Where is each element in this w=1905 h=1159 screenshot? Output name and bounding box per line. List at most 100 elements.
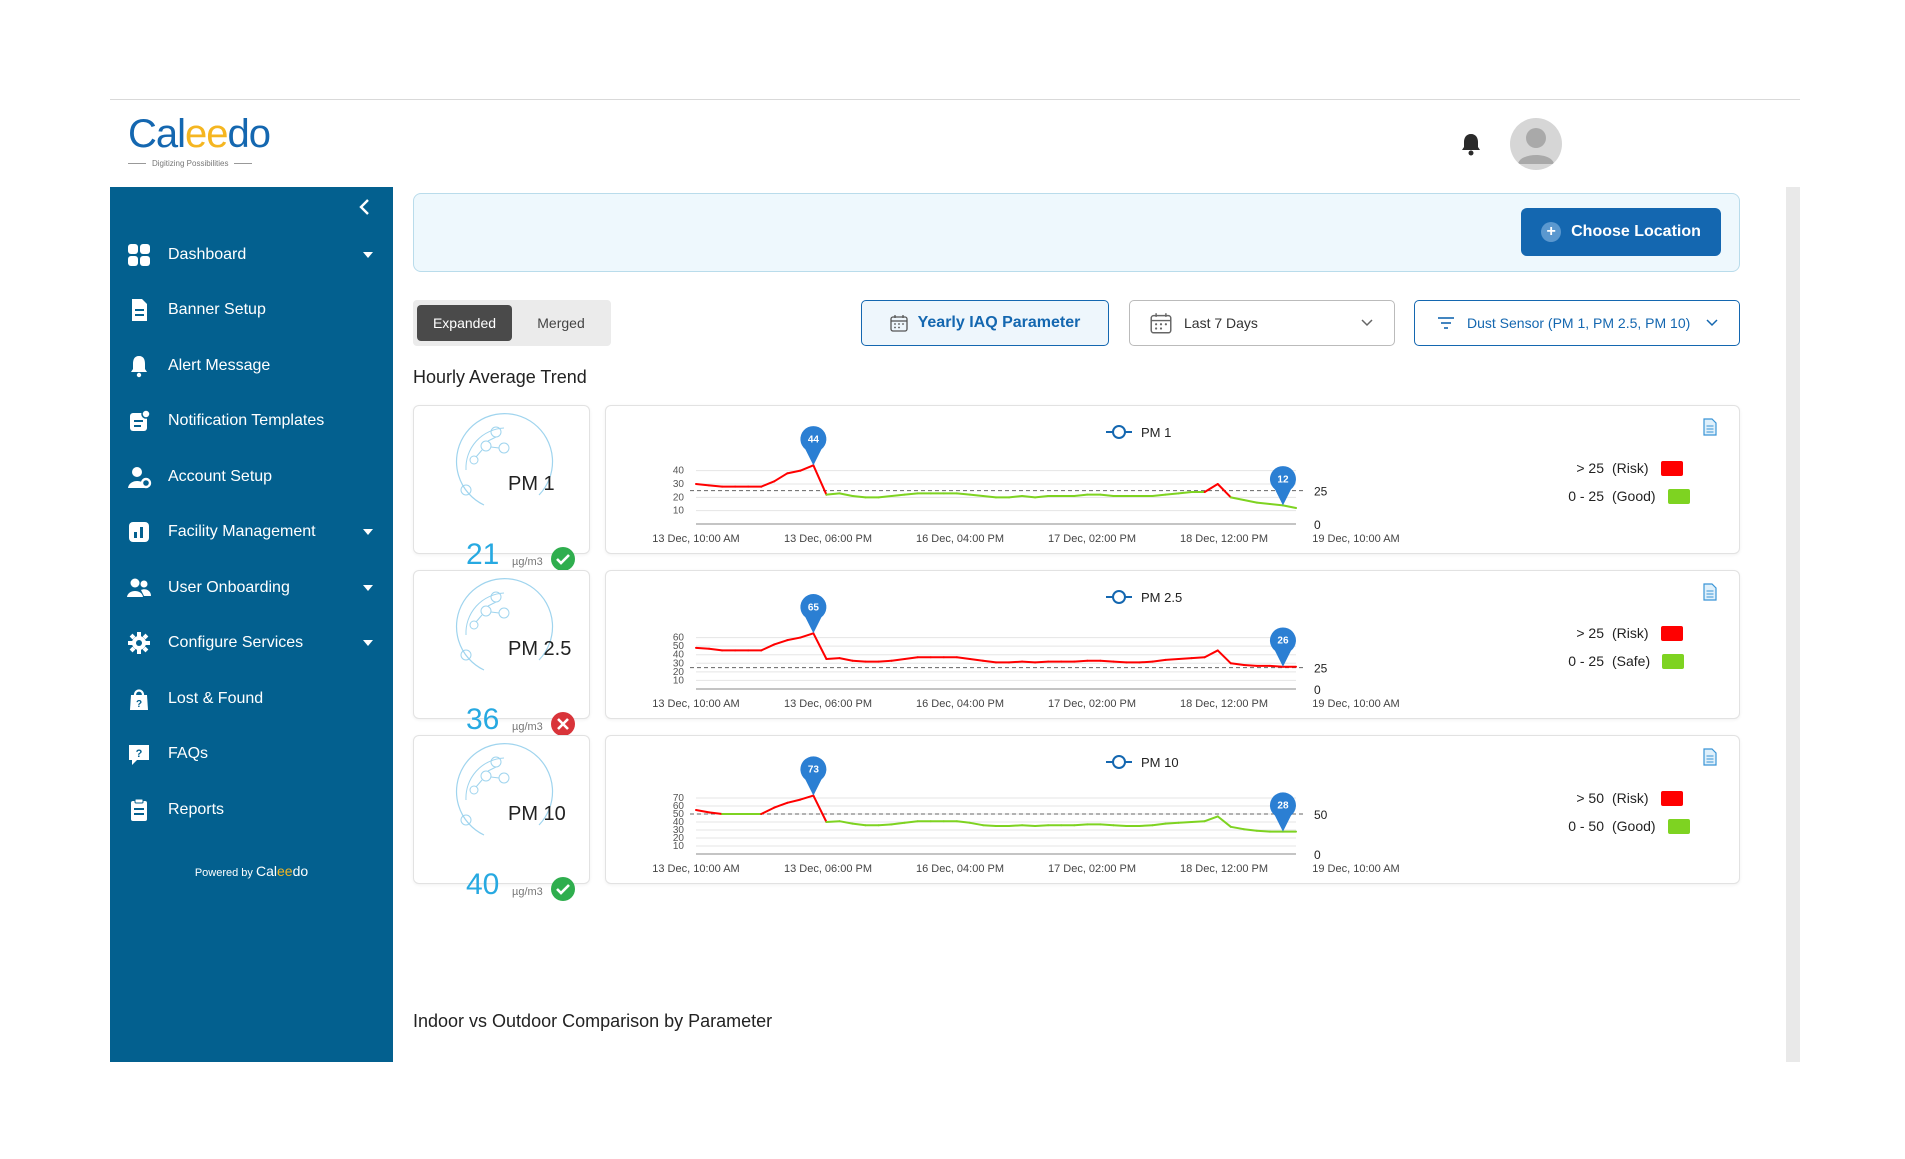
series-segment <box>812 632 828 660</box>
sidebar-item-label: FAQs <box>168 745 209 763</box>
sidebar-item-notification-templates[interactable]: Notification Templates <box>110 394 393 450</box>
x-tick-label: 19 Dec, 10:00 AM <box>1312 533 1399 545</box>
sidebar-nav: Dashboard Banner Setup Alert Message Notifi… <box>110 227 393 838</box>
sidebar-item-label: Banner Setup <box>168 301 266 319</box>
series-segment <box>825 492 841 496</box>
top-divider <box>110 99 1800 100</box>
threshold-axis-label: 50 <box>1314 808 1328 822</box>
gauge-card-pm-1[interactable]: PM 1 21 µg/m3 <box>413 405 590 571</box>
collapse-sidebar-chevron-icon[interactable] <box>355 197 375 217</box>
sidebar-item-configure-services[interactable]: Configure Services <box>110 616 393 672</box>
series-segment <box>1268 503 1284 507</box>
yearly-iaq-parameter-button[interactable]: Yearly IAQ Parameter <box>861 300 1109 346</box>
annotation-pin-marker <box>800 756 827 796</box>
y-tick-label: 70 <box>673 793 685 804</box>
grid-icon <box>126 242 152 268</box>
series-segment <box>1034 824 1050 827</box>
series-segment <box>1034 660 1050 664</box>
gauge-unit: µg/m3 <box>512 556 543 568</box>
export-document-icon[interactable] <box>1703 748 1717 766</box>
gauge-value: 40 <box>466 868 500 901</box>
y-tick-label: 30 <box>673 825 685 836</box>
x-tick-label: 13 Dec, 06:00 PM <box>784 533 872 545</box>
x-tick-label: 13 Dec, 06:00 PM <box>784 698 872 710</box>
x-tick-label: 17 Dec, 02:00 PM <box>1048 863 1136 875</box>
document-icon <box>126 297 152 323</box>
export-document-icon[interactable] <box>1703 418 1717 436</box>
svg-text:?: ? <box>136 699 142 710</box>
gauge-parameter-name: PM 2.5 <box>508 638 572 660</box>
series-segment <box>1073 493 1089 497</box>
series-segment <box>1034 495 1050 499</box>
toggle-expanded[interactable]: Expanded <box>417 305 512 341</box>
series-segment <box>760 806 776 815</box>
sidebar-item-banner-setup[interactable]: Banner Setup <box>110 283 393 339</box>
y-tick-label: 50 <box>673 809 685 820</box>
series-segment <box>838 657 854 662</box>
user-gear-icon <box>126 464 152 490</box>
y-tick-label: 60 <box>673 633 685 644</box>
bell-icon <box>126 353 152 379</box>
series-segment <box>1008 495 1024 499</box>
toggle-merged[interactable]: Merged <box>537 315 585 331</box>
scrollbar-track[interactable] <box>1786 187 1800 1062</box>
choose-location-button[interactable]: + Choose Location <box>1521 208 1721 256</box>
threshold-legend-item: 0 - 25 (Good) <box>1536 488 1690 504</box>
date-range-dropdown[interactable]: Last 7 Days <box>1129 300 1395 346</box>
sidebar-item-lost-found[interactable]: ? Lost & Found <box>110 671 393 727</box>
gauge-unit: µg/m3 <box>512 886 543 898</box>
location-banner: + Choose Location <box>413 193 1740 272</box>
notification-bell-icon[interactable] <box>1460 132 1482 156</box>
legend-series-marker <box>1112 755 1126 769</box>
series-segment <box>1229 496 1245 501</box>
x-tick-label: 18 Dec, 12:00 PM <box>1180 863 1268 875</box>
x-tick-label: 17 Dec, 02:00 PM <box>1048 698 1136 710</box>
sensor-dropdown[interactable]: Dust Sensor (PM 1, PM 2.5, PM 10) <box>1414 300 1740 346</box>
sidebar-item-dashboard[interactable]: Dashboard <box>110 227 393 283</box>
series-segment <box>877 495 893 499</box>
x-tick-label: 13 Dec, 10:00 AM <box>652 698 739 710</box>
logo[interactable]: Caleedo Digitizing Possibilities <box>128 112 271 168</box>
series-segment <box>981 495 997 499</box>
chart-card-pm-2-5: PM 2.5 60 50 40 30 20 10 25 0 13 Dec, 10:00 AM 13 … <box>605 570 1740 719</box>
x-tick-label: 13 Dec, 10:00 AM <box>652 863 739 875</box>
sidebar-item-label: Facility Management <box>168 523 316 541</box>
calendar-icon <box>889 315 908 332</box>
y-tick-label: 60 <box>673 801 685 812</box>
series-segment <box>877 823 893 827</box>
plus-icon: + <box>1541 222 1562 242</box>
series-segment <box>955 492 971 496</box>
series-segment <box>773 472 789 483</box>
y-tick-label: 40 <box>673 650 685 661</box>
gauge-card-pm-10[interactable]: PM 10 40 µg/m3 <box>413 735 590 901</box>
series-segment <box>838 820 854 825</box>
sidebar-item-reports[interactable]: Reports <box>110 782 393 838</box>
gauge-parameter-name: PM 10 <box>508 803 566 825</box>
series-segment <box>838 492 854 497</box>
chevron-down-icon <box>1361 319 1373 327</box>
sidebar-item-user-onboarding[interactable]: User Onboarding <box>110 560 393 616</box>
series-segment <box>1008 824 1024 827</box>
series-segment <box>708 484 724 488</box>
y-tick-label: 40 <box>673 466 685 477</box>
series-segment <box>968 658 984 662</box>
series-segment <box>1216 649 1232 665</box>
template-icon <box>126 408 152 434</box>
legend-label: (Risk) <box>1612 460 1649 476</box>
series-segment <box>1203 649 1219 659</box>
series-segment <box>695 483 711 487</box>
sidebar-item-account-setup[interactable]: Account Setup <box>110 449 393 505</box>
filter-icon <box>1438 317 1454 329</box>
series-segment <box>890 821 906 826</box>
series-segment <box>799 464 815 472</box>
sidebar-item-alert-message[interactable]: Alert Message <box>110 338 393 394</box>
user-avatar[interactable] <box>1510 118 1562 170</box>
series-segment <box>1164 492 1180 496</box>
export-document-icon[interactable] <box>1703 583 1717 601</box>
series-segment <box>1229 825 1245 831</box>
gauge-card-pm-2-5[interactable]: PM 2.5 36 µg/m3 <box>413 570 590 736</box>
sidebar-item-faqs[interactable]: ? FAQs <box>110 727 393 783</box>
series-segment <box>1112 660 1128 664</box>
sidebar-item-facility-management[interactable]: Facility Management <box>110 505 393 561</box>
